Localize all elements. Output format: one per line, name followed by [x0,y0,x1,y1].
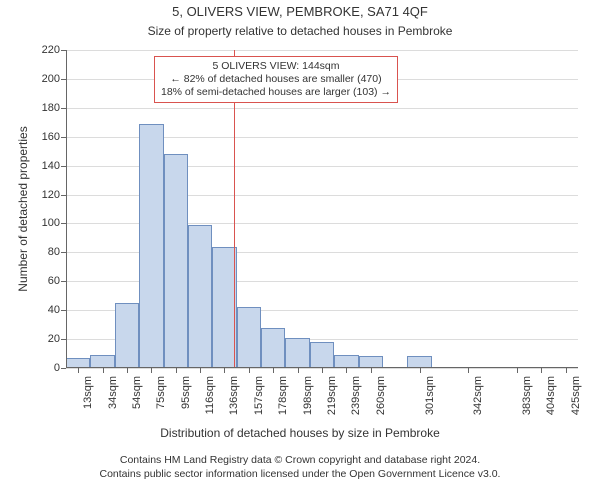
y-tick-label: 40 [32,304,60,316]
x-tick-label: 404sqm [545,376,557,426]
footer-line-2: Contains public sector information licen… [0,468,600,482]
y-tick-label: 180 [32,102,60,114]
chart-address-title: 5, OLIVERS VIEW, PEMBROKE, SA71 4QF [0,4,600,19]
histogram-bar [237,307,261,368]
histogram-bar [139,124,163,368]
x-tick-mark [566,368,567,373]
y-tick-label: 200 [32,73,60,85]
x-tick-label: 54sqm [131,376,143,426]
footer-line-1: Contains HM Land Registry data © Crown c… [0,454,600,468]
x-tick-mark [468,368,469,373]
y-tick-label: 160 [32,131,60,143]
x-tick-mark [176,368,177,373]
y-tick-label: 60 [32,275,60,287]
x-tick-mark [78,368,79,373]
x-tick-mark [298,368,299,373]
x-tick-label: 13sqm [82,376,94,426]
x-tick-mark [151,368,152,373]
x-tick-mark [541,368,542,373]
y-tick-mark [61,368,66,369]
annotation-line: ← 82% of detached houses are smaller (47… [161,73,391,86]
annotation-line: 18% of semi-detached houses are larger (… [161,86,391,99]
plot-area: 02040608010012014016018020022013sqm34sqm… [66,50,578,368]
x-tick-label: 136sqm [228,376,240,426]
gridline [66,50,578,51]
x-tick-mark [273,368,274,373]
histogram-bar [285,338,309,368]
histogram-bar [115,303,139,368]
x-tick-mark [249,368,250,373]
x-tick-mark [200,368,201,373]
annotation-box: 5 OLIVERS VIEW: 144sqm← 82% of detached … [154,56,398,103]
y-tick-label: 140 [32,160,60,172]
x-tick-mark [224,368,225,373]
chart-footer: Contains HM Land Registry data © Crown c… [0,454,600,481]
x-tick-label: 198sqm [302,376,314,426]
x-tick-label: 383sqm [521,376,533,426]
histogram-bar [212,247,236,368]
x-tick-label: 342sqm [472,376,484,426]
x-tick-label: 425sqm [570,376,582,426]
y-tick-label: 20 [32,333,60,345]
x-tick-label: 95sqm [180,376,192,426]
x-tick-label: 116sqm [204,376,216,426]
x-tick-label: 239sqm [350,376,362,426]
x-tick-label: 219sqm [326,376,338,426]
x-tick-label: 301sqm [424,376,436,426]
gridline [66,108,578,109]
x-tick-label: 75sqm [155,376,167,426]
x-tick-label: 157sqm [253,376,265,426]
x-tick-mark [127,368,128,373]
property-size-histogram: 5, OLIVERS VIEW, PEMBROKE, SA71 4QF Size… [0,0,600,500]
histogram-bar [261,328,285,368]
x-tick-mark [346,368,347,373]
x-tick-mark [420,368,421,373]
x-tick-mark [103,368,104,373]
y-tick-label: 100 [32,217,60,229]
y-tick-label: 80 [32,246,60,258]
x-axis-label: Distribution of detached houses by size … [0,426,600,440]
x-tick-mark [322,368,323,373]
histogram-bar [164,154,188,368]
x-tick-label: 178sqm [277,376,289,426]
x-axis-line [66,367,578,368]
x-tick-mark [517,368,518,373]
x-tick-label: 260sqm [375,376,387,426]
x-tick-label: 34sqm [107,376,119,426]
histogram-bar [310,342,334,368]
histogram-bar [188,225,212,368]
y-tick-label: 0 [32,362,60,374]
chart-subtitle: Size of property relative to detached ho… [0,24,600,38]
y-tick-label: 120 [32,189,60,201]
y-axis-line [66,50,67,368]
annotation-line: 5 OLIVERS VIEW: 144sqm [161,60,391,73]
y-axis-label: Number of detached properties [16,109,30,309]
y-tick-label: 220 [32,44,60,56]
x-tick-mark [371,368,372,373]
